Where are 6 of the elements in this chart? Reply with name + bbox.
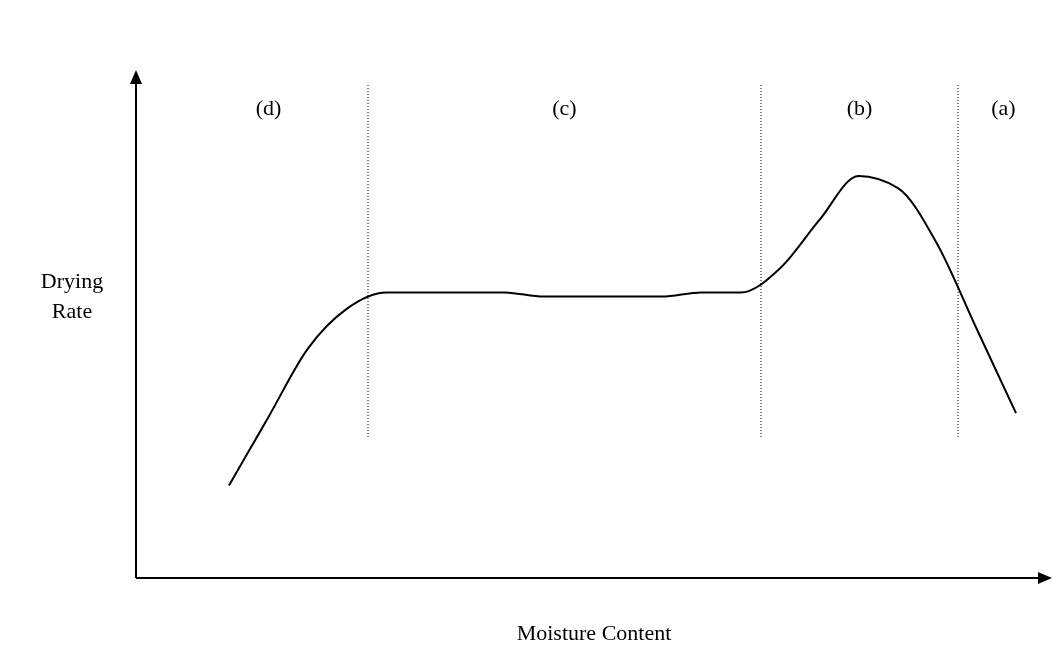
- text: (b): [846, 95, 873, 120]
- x-axis-title: Moisture Content: [516, 620, 672, 645]
- text: (d): [255, 95, 282, 120]
- text: (c): [552, 95, 577, 120]
- text: (a): [991, 95, 1016, 120]
- y-axis-title: Drying Rate: [40, 268, 104, 323]
